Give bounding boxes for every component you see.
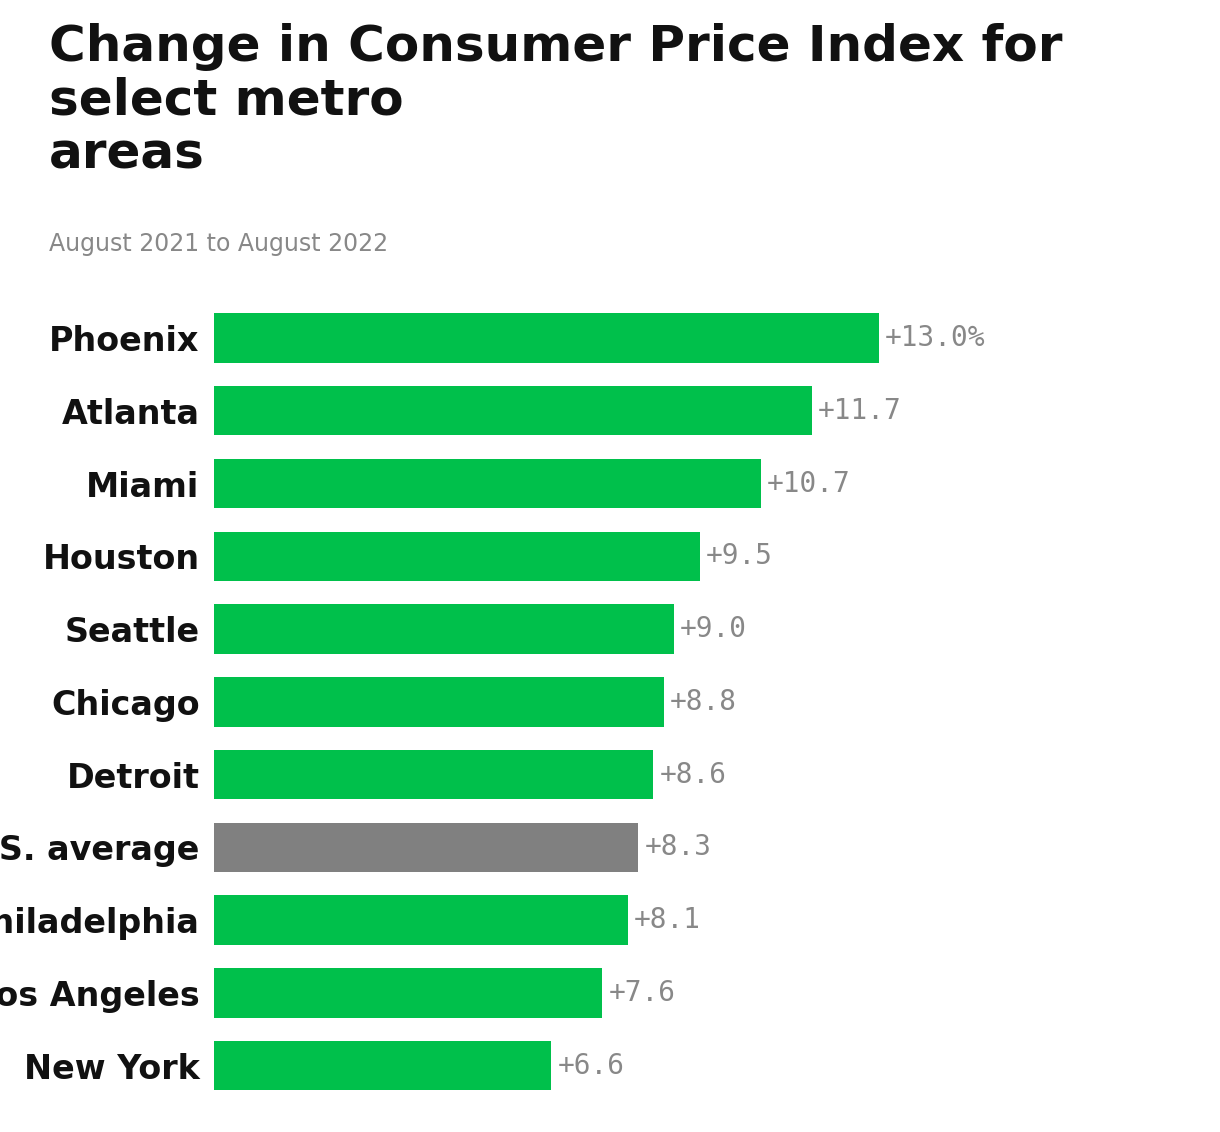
Text: +8.6: +8.6: [660, 761, 727, 789]
Text: +11.7: +11.7: [819, 396, 902, 424]
Bar: [214, 314, 878, 362]
Bar: [214, 677, 664, 727]
Bar: [214, 1041, 551, 1090]
Bar: [214, 458, 761, 508]
Bar: [214, 749, 654, 799]
Text: +13.0%: +13.0%: [884, 324, 986, 352]
Bar: [214, 604, 673, 654]
Text: +6.6: +6.6: [558, 1052, 625, 1080]
Bar: [214, 823, 638, 872]
Text: +7.6: +7.6: [609, 979, 676, 1007]
Text: +9.5: +9.5: [705, 542, 772, 571]
Text: August 2021 to August 2022: August 2021 to August 2022: [49, 232, 388, 256]
Bar: [214, 968, 603, 1018]
Text: +8.3: +8.3: [644, 833, 711, 861]
Text: +9.0: +9.0: [680, 615, 747, 643]
Text: Change in Consumer Price Index for select metro
areas: Change in Consumer Price Index for selec…: [49, 23, 1063, 178]
Bar: [214, 895, 628, 945]
Bar: [214, 386, 813, 436]
Text: +10.7: +10.7: [767, 470, 850, 498]
Text: +8.1: +8.1: [634, 906, 701, 934]
Text: +8.8: +8.8: [670, 688, 737, 715]
Bar: [214, 532, 699, 581]
